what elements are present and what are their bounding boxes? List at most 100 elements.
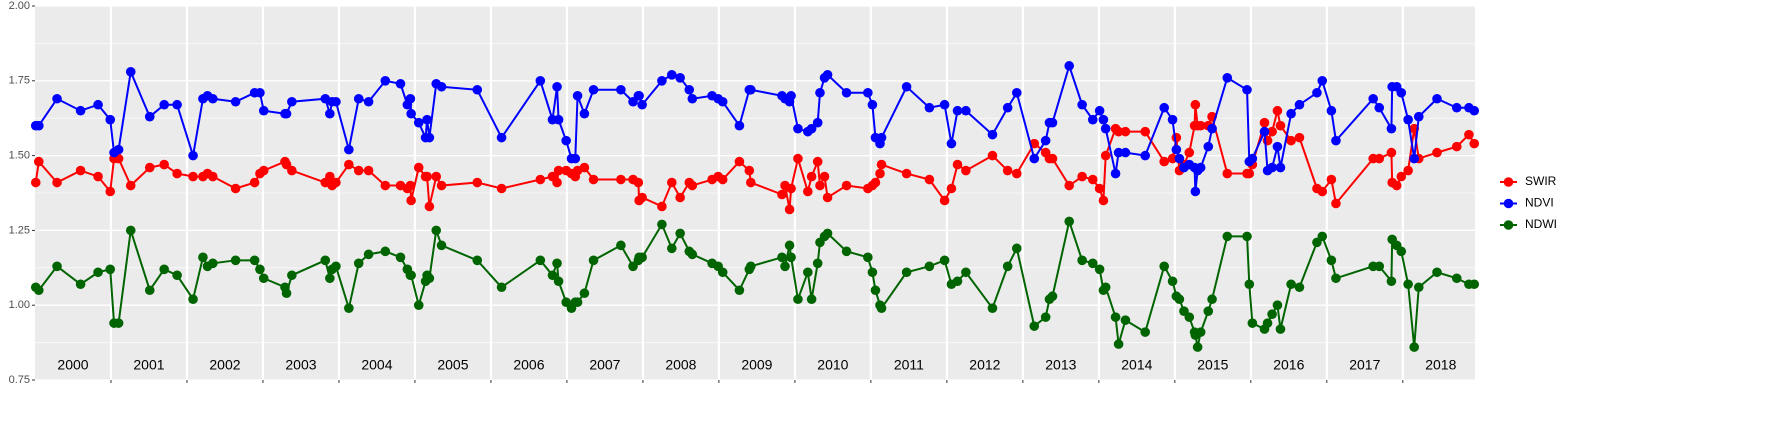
data-point — [1286, 279, 1296, 290]
data-point — [144, 285, 155, 296]
data-point — [675, 73, 685, 83]
data-point — [144, 162, 155, 173]
data-point — [1222, 168, 1233, 179]
data-point — [188, 150, 198, 161]
year-label: 2002 — [209, 357, 240, 373]
data-point — [924, 102, 935, 113]
data-point — [553, 114, 564, 125]
data-point — [803, 267, 813, 278]
data-point — [75, 105, 86, 116]
data-point — [1374, 261, 1385, 272]
data-point — [281, 288, 292, 299]
data-point — [1087, 174, 1098, 185]
data-point — [422, 171, 432, 182]
data-point — [406, 108, 416, 119]
year-label: 2010 — [817, 357, 848, 373]
data-point — [496, 132, 507, 143]
data-point — [547, 270, 558, 281]
data-point — [230, 96, 241, 107]
data-point — [1087, 258, 1098, 269]
data-point — [1244, 279, 1255, 290]
data-point — [1242, 231, 1252, 242]
data-point — [657, 219, 667, 230]
data-point — [588, 174, 599, 185]
data-point — [1413, 282, 1424, 293]
data-point — [1331, 273, 1341, 284]
data-point — [1094, 105, 1105, 116]
data-point — [1317, 76, 1328, 86]
data-point — [1396, 87, 1407, 98]
data-point — [1326, 255, 1337, 266]
data-point — [1262, 318, 1273, 328]
data-point — [395, 252, 406, 263]
data-point — [1409, 153, 1420, 164]
data-point — [553, 276, 564, 287]
data-point — [812, 156, 823, 167]
data-point — [363, 165, 374, 176]
data-point — [961, 105, 971, 116]
data-point — [901, 81, 912, 92]
data-point — [684, 84, 695, 95]
data-point — [1190, 99, 1201, 110]
data-point — [793, 123, 803, 134]
data-point — [717, 267, 728, 278]
data-point — [431, 225, 442, 236]
data-point — [405, 93, 416, 104]
data-point — [30, 177, 41, 188]
data-point — [939, 255, 950, 266]
data-point — [1002, 261, 1013, 272]
data-point — [633, 177, 644, 188]
data-point — [380, 246, 391, 257]
data-point — [780, 261, 790, 272]
year-label: 2005 — [437, 357, 468, 373]
data-point — [1100, 123, 1111, 134]
year-label: 2018 — [1425, 357, 1456, 373]
data-point — [1247, 153, 1258, 164]
data-point — [1451, 273, 1462, 284]
data-point — [1317, 231, 1328, 242]
data-point — [806, 171, 817, 182]
data-point — [793, 294, 803, 305]
data-point — [1294, 282, 1305, 293]
data-point — [553, 165, 564, 176]
data-point — [961, 165, 971, 176]
data-point — [901, 267, 912, 278]
data-point — [1184, 147, 1195, 158]
year-label: 2008 — [665, 357, 696, 373]
data-point — [1113, 147, 1124, 158]
data-point — [803, 186, 813, 197]
data-point — [876, 159, 887, 170]
data-point — [188, 294, 198, 305]
data-point — [93, 171, 103, 182]
data-point — [258, 273, 269, 284]
y-tick-label: 1.25 — [9, 224, 30, 236]
data-point — [1040, 135, 1051, 146]
data-point — [1077, 99, 1087, 110]
data-point — [812, 117, 823, 128]
data-point — [901, 168, 912, 179]
data-point — [1396, 171, 1407, 182]
data-point — [159, 99, 169, 110]
year-label: 2011 — [894, 357, 924, 373]
data-point — [380, 76, 391, 86]
data-point — [320, 255, 331, 266]
data-point — [1159, 156, 1170, 167]
data-point — [1409, 342, 1420, 352]
data-point — [616, 174, 626, 185]
data-point — [675, 228, 685, 239]
data-point — [863, 87, 873, 98]
data-point — [1432, 147, 1442, 158]
data-point — [472, 255, 483, 266]
data-point — [1267, 162, 1277, 173]
data-point — [325, 108, 335, 119]
data-point — [230, 183, 241, 194]
data-point — [1403, 279, 1413, 290]
data-point — [1432, 267, 1442, 278]
data-point — [863, 252, 873, 263]
year-label: 2000 — [57, 357, 88, 373]
data-point — [535, 174, 546, 185]
year-label: 2009 — [741, 357, 772, 373]
data-point — [1195, 162, 1206, 173]
data-point — [188, 171, 198, 182]
